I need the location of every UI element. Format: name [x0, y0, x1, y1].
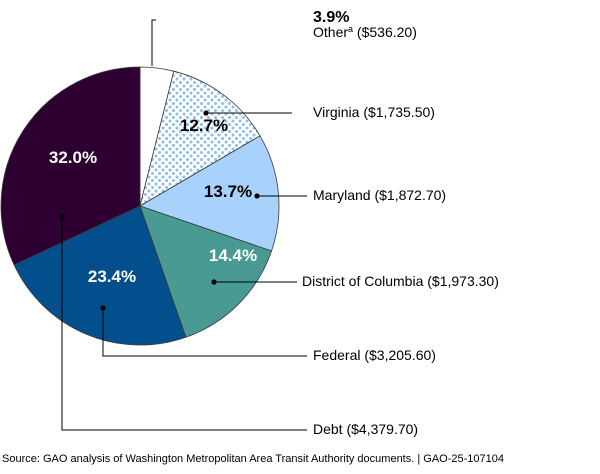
percent-label-maryland: 13.7% [204, 182, 252, 201]
leader-line-other [151, 19, 156, 66]
leader-line-debt [61, 217, 307, 431]
pie-slice-debt [0, 66, 141, 266]
percent-label-debt: 32.0% [49, 148, 97, 167]
percent-labels: 12.7% 13.7% 14.4% 23.4% 32.0% [49, 116, 257, 286]
category-label-other: Othera ($536.20) [313, 24, 417, 40]
percent-label-district-of-columbia: 14.4% [209, 246, 257, 265]
leader-dot-virginia [203, 110, 209, 116]
pie-slices [0, 66, 280, 346]
category-label-maryland: Maryland ($1,872.70) [313, 187, 446, 203]
percent-label-federal: 23.4% [88, 267, 136, 286]
category-label-virginia: Virginia ($1,735.50) [313, 104, 435, 120]
category-label-federal: Federal ($3,205.60) [313, 347, 436, 363]
leader-dot-maryland [254, 193, 260, 199]
pie-slice-district-of-columbia [139, 205, 273, 338]
leader-lines [59, 19, 307, 431]
pie-slice-federal [13, 205, 187, 346]
category-label-district-of-columbia: District of Columbia ($1,973.30) [302, 273, 499, 289]
leader-dot-federal [100, 305, 106, 311]
pie-slice-virginia [139, 70, 261, 207]
footnote-marker: a [348, 24, 353, 34]
category-label-debt: Debt ($4,379.70) [313, 421, 418, 437]
category-labels: 3.9%Othera ($536.20) Virginia ($1,735.50)… [302, 9, 499, 437]
leader-dot-district-of-columbia [211, 279, 217, 285]
pie-chart: 12.7% 13.7% 14.4% 23.4% 32.0% 3.9%Othera ($5… [0, 9, 499, 437]
percent-label-virginia: 12.7% [180, 116, 228, 135]
source-note: Source: GAO analysis of Washington Metro… [2, 453, 504, 465]
leader-line-federal [102, 308, 307, 357]
pie-slice-maryland [139, 135, 280, 252]
percent-label-other: 3.9% [313, 9, 349, 26]
leader-dot-debt [59, 214, 65, 220]
